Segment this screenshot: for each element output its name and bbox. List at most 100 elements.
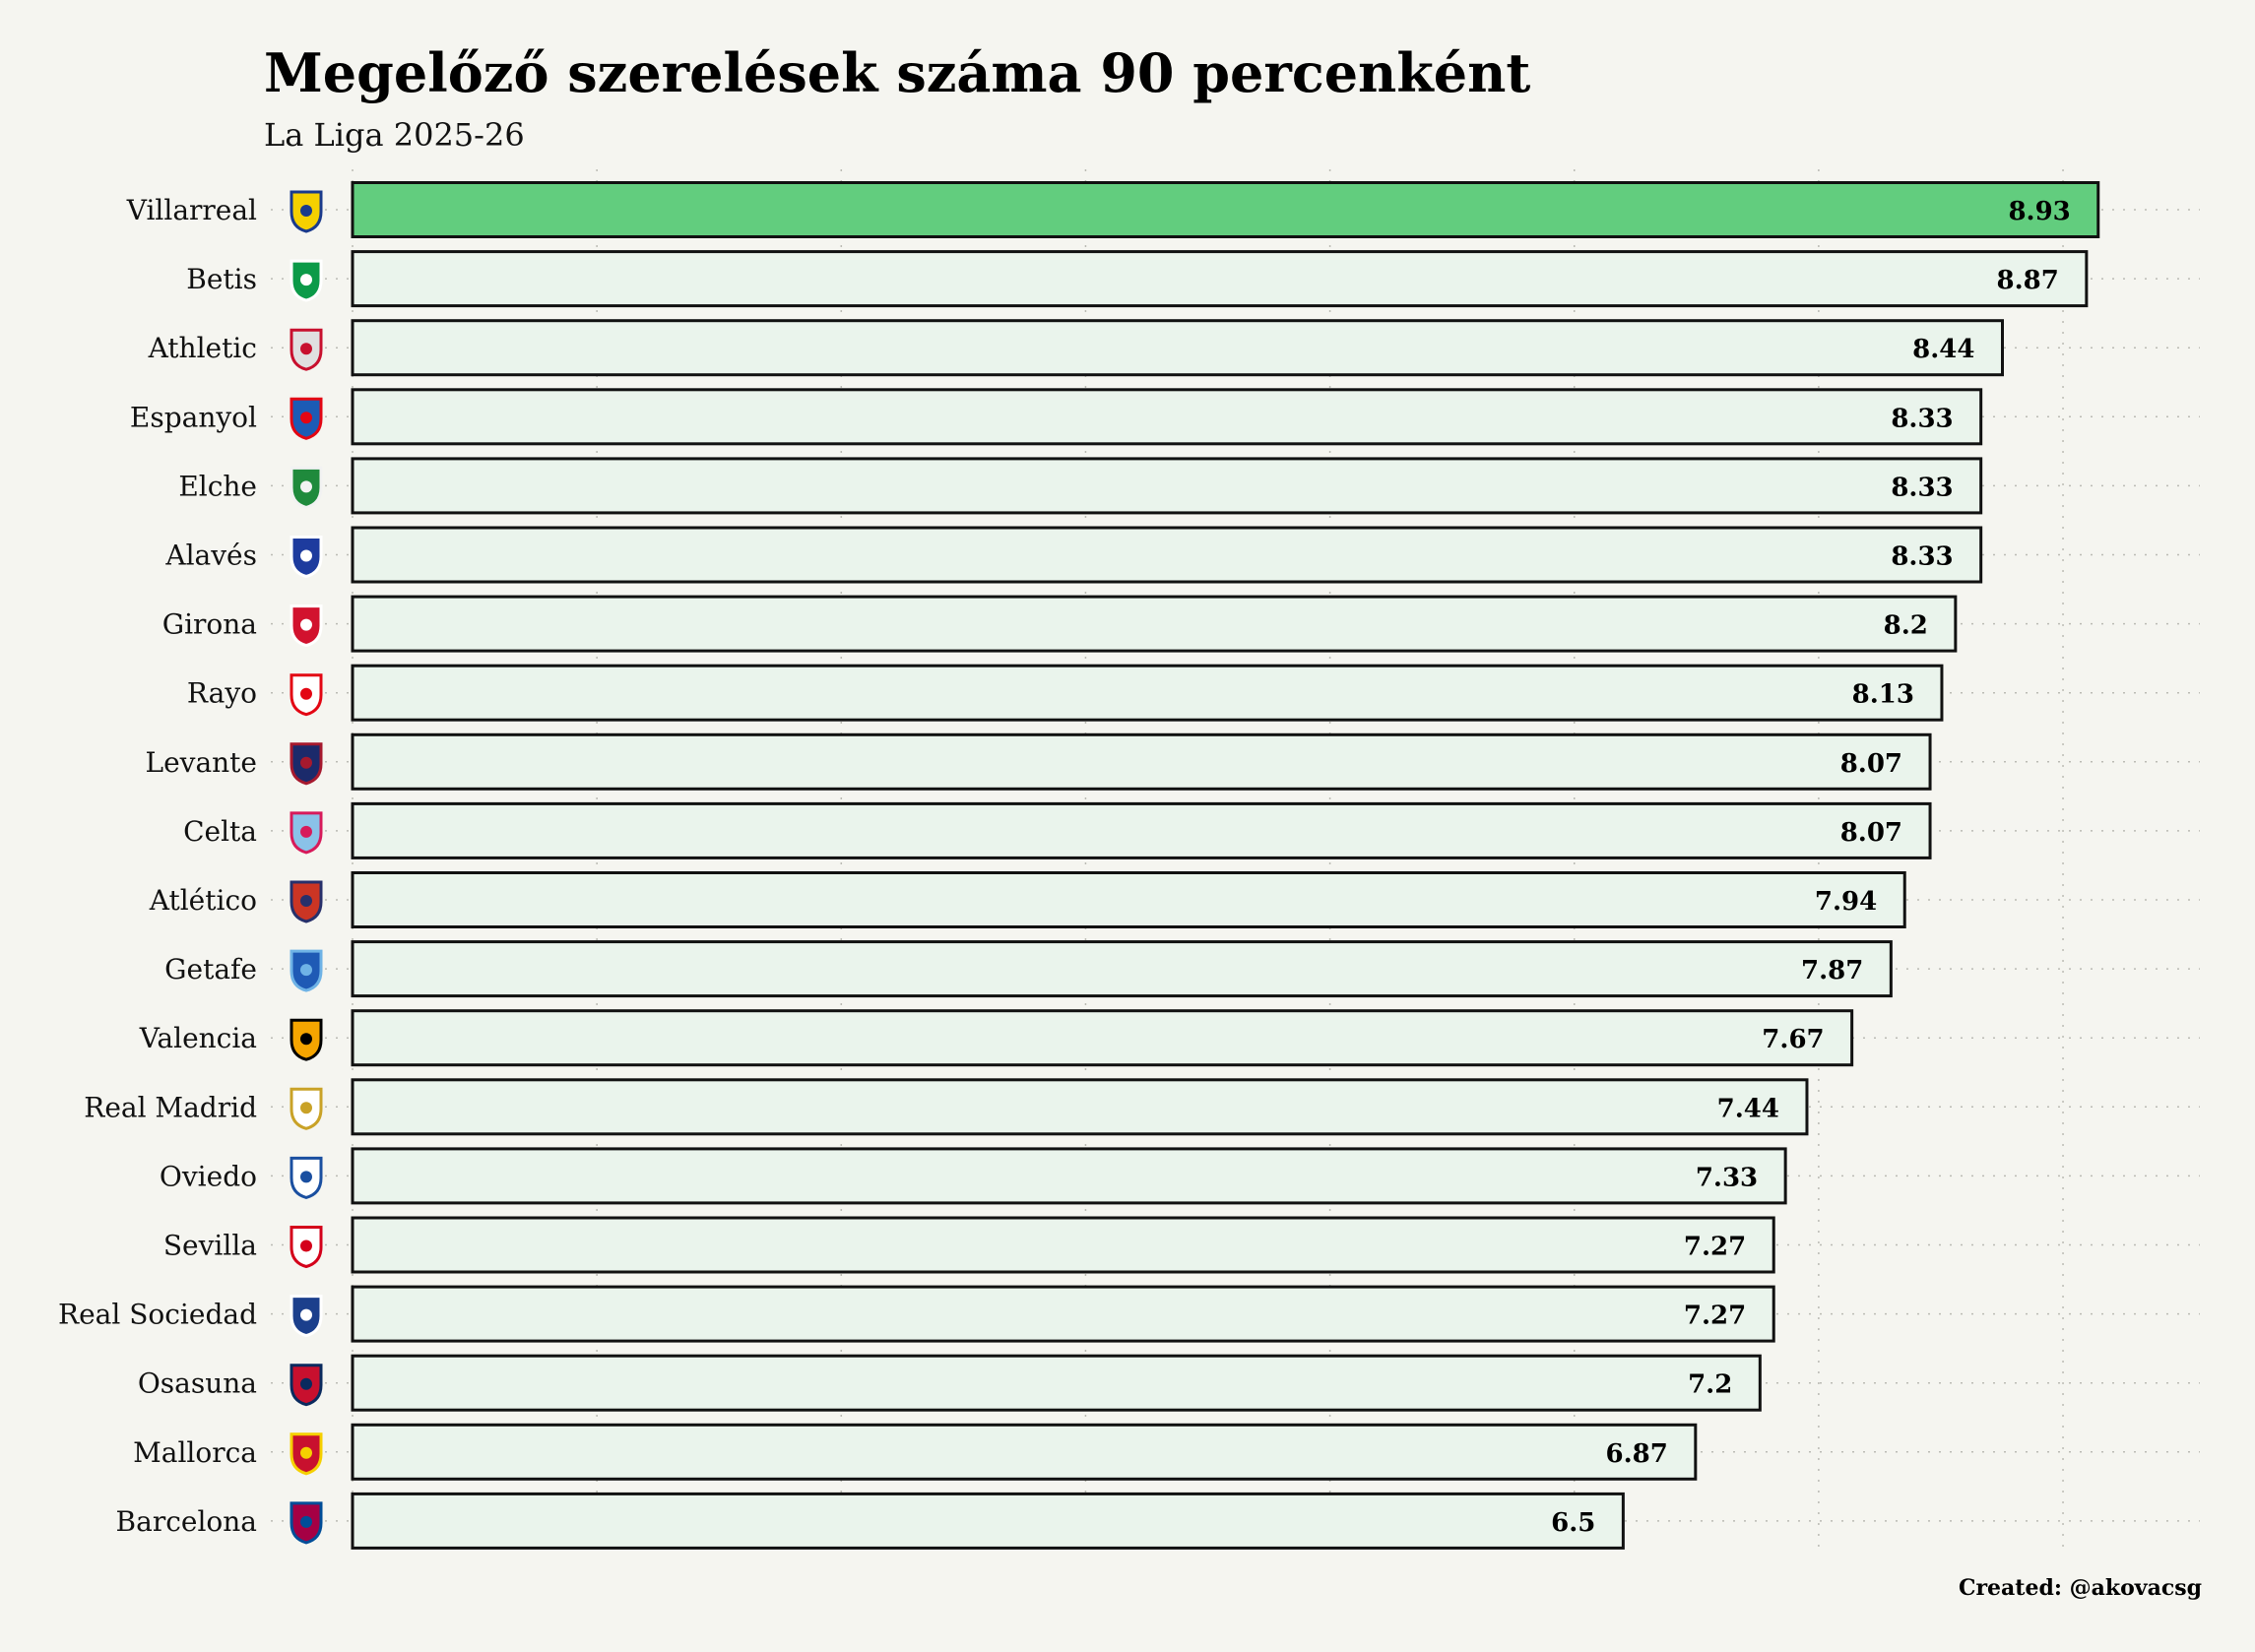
bar-row: Getafe 7.87 [164, 940, 2200, 998]
team-label: Mallorca [133, 1436, 257, 1469]
crest-center [300, 412, 312, 424]
bar [351, 388, 1983, 446]
bar-row: Oviedo 7.33 [160, 1147, 2200, 1205]
bar-row: Sevilla 7.27 [163, 1216, 2200, 1274]
bar [351, 1423, 1698, 1481]
bar-row: Betis 8.87 [186, 250, 2200, 308]
team-label: Celta [183, 815, 257, 848]
team-label: Getafe [164, 953, 257, 985]
team-label: Villarreal [126, 194, 257, 226]
bar-rows: Villarreal 8.93 Betis 8.87 Athletic 8.44 Espan… [58, 181, 2200, 1550]
crest-center [300, 1308, 312, 1321]
crest-center [300, 205, 312, 217]
bar [351, 871, 1906, 928]
team-label: Osasuna [138, 1367, 257, 1400]
crest-center [300, 1102, 312, 1114]
team-label: Sevilla [163, 1230, 257, 1262]
team-logo-icon [290, 1364, 323, 1407]
value-label: 7.87 [1801, 956, 1863, 985]
value-label: 8.07 [1840, 749, 1902, 779]
team-label: Oviedo [160, 1160, 257, 1192]
team-logo-icon [290, 673, 323, 717]
value-label: 7.67 [1762, 1025, 1824, 1054]
bar [351, 732, 1932, 791]
bar-row: Mallorca 6.87 [133, 1423, 2200, 1481]
team-logo-icon [290, 880, 323, 923]
chart-title: Megelőző szerelések száma 90 percenként [264, 41, 1530, 104]
team-label: Levante [145, 746, 257, 779]
bar-row: Alavés 8.33 [164, 526, 2200, 584]
team-label: Girona [162, 608, 257, 641]
team-label: Athletic [148, 332, 257, 364]
bar [351, 940, 1893, 998]
crest-center [300, 1171, 312, 1183]
team-logo-icon [290, 1018, 323, 1061]
bar [351, 1492, 1625, 1550]
crest-center [300, 618, 312, 631]
bar-row: Elche 8.33 [178, 457, 2200, 515]
value-label: 8.33 [1891, 542, 1953, 572]
crest-center [300, 1377, 312, 1390]
crest-center [300, 825, 312, 838]
bar [351, 664, 1944, 722]
gridlines [352, 169, 2064, 1556]
value-label: 8.44 [1912, 335, 1974, 364]
value-label: 6.87 [1605, 1439, 1667, 1469]
value-label: 8.93 [2008, 197, 2070, 226]
bar [351, 181, 2100, 238]
bar [351, 1147, 1787, 1205]
crest-center [300, 1515, 312, 1528]
bar [351, 1354, 1762, 1412]
bar-row: Atlético 7.94 [149, 871, 2200, 928]
value-label: 7.27 [1684, 1233, 1746, 1262]
bar-row: Villarreal 8.93 [126, 181, 2200, 238]
crest-center [300, 480, 312, 493]
bar [351, 801, 1932, 859]
team-label: Barcelona [116, 1505, 257, 1538]
team-label: Valencia [139, 1022, 257, 1054]
team-logo-icon [290, 466, 323, 509]
crest-center [300, 549, 312, 562]
bar-row: Real Sociedad 7.27 [58, 1285, 2200, 1343]
crest-center [300, 964, 312, 977]
bar [351, 1285, 1775, 1343]
crest-center [300, 343, 312, 355]
bar [351, 1216, 1775, 1274]
bar-row: Osasuna 7.2 [138, 1354, 2200, 1412]
bar-row: Rayo 8.13 [187, 664, 2200, 722]
bar-row: Athletic 8.44 [148, 319, 2200, 377]
team-logo-icon [290, 811, 323, 855]
team-logo-icon [290, 1156, 323, 1199]
team-logo-icon [290, 742, 323, 786]
value-label: 7.44 [1717, 1094, 1779, 1123]
value-label: 8.07 [1840, 818, 1902, 848]
crest-center [300, 687, 312, 700]
value-label: 8.2 [1884, 611, 1928, 641]
team-logo-icon [290, 604, 323, 648]
bar [351, 595, 1958, 653]
credit-text: Created: @akovacsg [1959, 1575, 2202, 1601]
value-label: 8.87 [1997, 266, 2059, 295]
crest-center [300, 1239, 312, 1252]
team-logo-icon [290, 1226, 323, 1269]
bar [351, 1078, 1809, 1136]
team-logo-icon [290, 1295, 323, 1338]
bar-row: Valencia 7.67 [139, 1009, 2200, 1067]
value-label: 7.2 [1688, 1370, 1732, 1400]
value-label: 7.94 [1815, 887, 1877, 917]
bar [351, 526, 1983, 584]
crest-center [300, 1033, 312, 1046]
value-label: 6.5 [1551, 1508, 1595, 1538]
crest-center [300, 274, 312, 286]
value-label: 8.13 [1852, 680, 1914, 710]
crest-center [300, 895, 312, 907]
bar-row: Espanyol 8.33 [130, 388, 2200, 446]
value-label: 8.33 [1891, 404, 1953, 433]
value-label: 8.33 [1891, 473, 1953, 502]
bar-row: Real Madrid 7.44 [84, 1078, 2200, 1136]
team-label: Betis [186, 263, 257, 295]
value-label: 7.27 [1684, 1302, 1746, 1331]
team-logo-icon [290, 328, 323, 371]
